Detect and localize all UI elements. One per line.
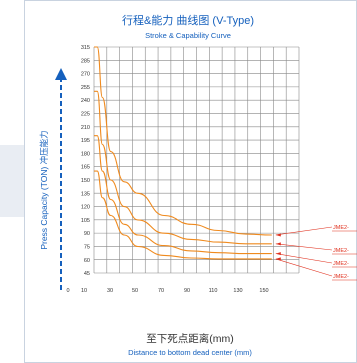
- x-tick-label: 10: [81, 288, 87, 294]
- x-tick-label: 110: [209, 288, 218, 294]
- y-tick-label: 90: [84, 231, 90, 237]
- y-tick-label: 105: [81, 218, 90, 224]
- grid: [93, 46, 300, 274]
- y-tick-label: 195: [81, 138, 90, 144]
- x-tick-label: 30: [107, 288, 113, 294]
- y-tick-label: 75: [84, 245, 90, 251]
- y-tick-label: 255: [81, 85, 90, 91]
- series-label: JME2-: [333, 248, 349, 254]
- y-tick-label: 60: [84, 258, 90, 264]
- series-pointer-arrow: [275, 257, 281, 261]
- series-pointers: JME2- JME2- JME2- JME2-: [275, 225, 357, 281]
- x-tick-label: 130: [233, 288, 242, 294]
- x-axis-label: 至下死点距离(mm): [146, 332, 234, 345]
- series-pointer-line: [275, 243, 333, 251]
- x-tick-label: 70: [158, 288, 164, 294]
- y-tick-label: 210: [81, 125, 90, 131]
- y-tick-label: 270: [81, 72, 90, 78]
- series-lines: [94, 46, 272, 260]
- y-tick-label: 120: [81, 205, 90, 211]
- y-arrow: [55, 68, 67, 290]
- series-pointer-arrow: [275, 242, 281, 246]
- series-line: [94, 46, 272, 236]
- x-tick-label: 0: [66, 288, 69, 294]
- y-tick-label: 150: [81, 178, 90, 184]
- x-axis-label-en: Distance to bottom dead center (mm): [128, 348, 252, 357]
- y-tick-label: 135: [81, 191, 90, 197]
- series-label: JME2-: [333, 225, 349, 231]
- y-tick-label: 240: [81, 98, 90, 104]
- y-tick-label: 45: [84, 271, 90, 277]
- series-label: JME2-: [333, 274, 349, 280]
- y-tick-labels: 315 285 270 255 240 225 210 195 180 165 150 135 120 1…: [81, 45, 90, 277]
- series-label: JME2-: [333, 261, 349, 267]
- series-pointer-line: [275, 226, 333, 236]
- x-tick-label: 50: [132, 288, 138, 294]
- x-tick-label: 150: [259, 288, 268, 294]
- series-pointer-line: [275, 253, 333, 264]
- series-pointer-line: [275, 258, 333, 277]
- side-panel: [0, 145, 24, 217]
- series-line: [94, 90, 272, 245]
- x-tick-label: 90: [184, 288, 190, 294]
- chart-title: 行程&能力 曲线图 (V-Type): [122, 13, 254, 27]
- y-tick-label: 315: [81, 45, 90, 51]
- series-line: [94, 135, 272, 255]
- chart-subtitle: Stroke & Capability Curve: [145, 31, 231, 40]
- series-pointer-arrow: [275, 252, 281, 256]
- series-pointer-arrow: [275, 233, 281, 237]
- y-tick-label: 180: [81, 151, 90, 157]
- y-tick-label: 165: [81, 165, 90, 171]
- y-tick-label: 285: [81, 58, 90, 64]
- x-tick-labels: 0 10 30 50 70 90 110 130 150: [66, 288, 268, 294]
- y-tick-label: 225: [81, 112, 90, 118]
- y-axis-label: Press Capacity (TON) 冲压能力: [39, 130, 49, 249]
- series-line: [94, 170, 272, 260]
